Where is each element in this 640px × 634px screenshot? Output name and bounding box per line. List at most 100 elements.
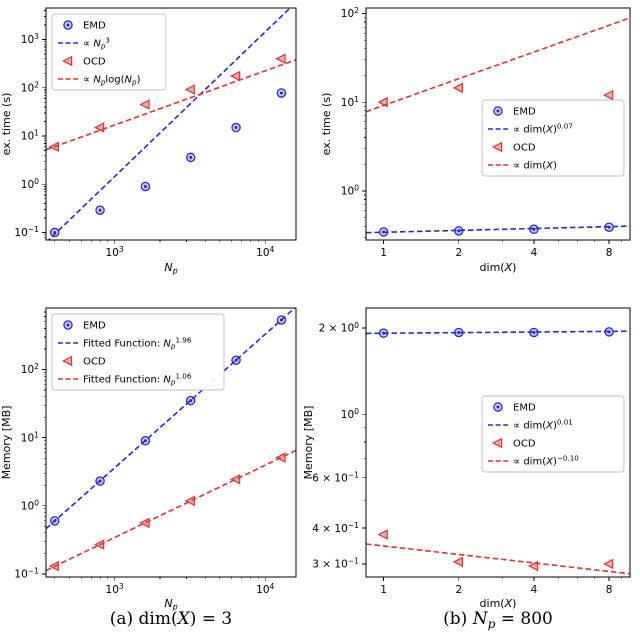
y-tick-label: 10−1	[14, 225, 39, 239]
ocd-marker	[229, 473, 241, 485]
legend-tri-left	[61, 355, 73, 367]
legend-tri-left	[61, 55, 73, 67]
line-fit-np196	[46, 308, 296, 530]
x-tick-label: 4	[531, 247, 538, 259]
x-tick-label: 1	[380, 584, 387, 596]
legend-label: EMD	[513, 402, 536, 413]
chart-memory-vs-np: 103 104 10−1 100 101 102 Np Memory [MB] EMD Fitte…	[0, 307, 297, 612]
legend-circle-dot	[63, 320, 73, 330]
y-tick-label: 100	[21, 498, 39, 512]
x-tick-label: 103	[106, 245, 124, 259]
legend-tri-left	[491, 437, 503, 449]
emd-marker	[231, 122, 241, 133]
y-tick-label: 103	[21, 32, 39, 46]
x-axis-label: Np	[164, 261, 177, 276]
ocd-marker	[93, 539, 105, 550]
line-prop-dim-neg010	[366, 543, 630, 575]
legend-label: ∝ dim(X)0.01	[513, 418, 573, 432]
legend-label: ∝ dim(X)	[513, 160, 557, 171]
line-prop-dim-001	[366, 330, 630, 335]
emd-marker	[95, 205, 105, 215]
chart-ex-time-vs-np: 103 104 10−1 100 101 102 103 Np ex. time (s) EMD ∝…	[0, 7, 297, 276]
ocd-marker	[184, 495, 195, 507]
y-axis-label: Memory [MB]	[302, 406, 315, 480]
y-tick-label: 2 × 100	[319, 321, 360, 335]
y-tick-label: 10−1	[14, 567, 39, 581]
y-tick-label: 101	[21, 129, 39, 143]
legend-label: Fitted Function: Np1.96	[83, 336, 192, 351]
legend-label: Fitted Function: Np1.06	[83, 372, 192, 387]
legend-circle-dot	[493, 402, 503, 412]
line-prop-nplognp	[46, 59, 296, 151]
legend: EMD ∝ dim(X)0.07 OCD ∝ dim(X)	[481, 99, 625, 177]
plot-frame	[45, 307, 297, 578]
legend-frame	[51, 13, 167, 91]
y-tick-label: 100	[341, 184, 359, 198]
legend-label: ∝ Np3	[83, 36, 110, 51]
legend-circle-dot	[63, 20, 73, 30]
y-tick-label: 101	[341, 95, 359, 109]
series-EMD	[49, 88, 287, 238]
y-tick-label: 102	[21, 80, 39, 94]
emd-marker	[140, 181, 151, 192]
y-tick-label: 100	[341, 407, 359, 421]
legend-frame	[481, 395, 625, 473]
ocd-marker	[377, 529, 388, 540]
y-axis-label: ex. time (s)	[0, 93, 13, 156]
legend-circle-dot	[493, 106, 503, 116]
emd-marker	[185, 152, 196, 163]
series-OCD	[377, 529, 614, 572]
line-prop-np3	[47, 8, 292, 240]
x-axis-label: Np	[164, 597, 177, 612]
legend-label: ∝ Nplog(Np)	[83, 74, 141, 86]
legend-frame	[51, 313, 225, 391]
legend: EMD ∝ dim(X)0.01 OCD ∝ dim(X)−0.10	[481, 395, 625, 473]
y-tick-label: 6 × 10−1	[312, 470, 359, 484]
legend-label: EMD	[513, 106, 536, 117]
x-tick-label: 8	[606, 247, 613, 259]
plot-frame	[365, 307, 631, 578]
x-tick-label: 104	[256, 582, 274, 596]
axes-ticks	[362, 327, 623, 581]
legend: EMD Fitted Function: Np1.96 OCD Fitted Func…	[51, 313, 225, 391]
y-axis-label: Memory [MB]	[0, 406, 13, 480]
y-tick-label: 4 × 10−1	[312, 521, 359, 535]
x-tick-label: 103	[106, 582, 124, 596]
y-tick-label: 100	[21, 177, 39, 191]
ocd-marker	[602, 558, 614, 570]
chart-memory-vs-dim: 1 2 4 8 2 × 100 100 6 × 10−1 4 × 10−1 3 × 10−1 di…	[302, 307, 631, 610]
x-tick-label: 4	[531, 584, 538, 596]
y-tick-label: 102	[21, 362, 39, 376]
legend-label: OCD	[513, 142, 536, 153]
line-prop-dim-007	[366, 225, 630, 234]
ocd-marker	[229, 70, 241, 82]
legend-label: EMD	[83, 320, 106, 331]
y-axis-label: ex. time (s)	[320, 93, 333, 156]
ocd-marker	[452, 82, 463, 94]
x-axis-label: dim(X)	[480, 261, 517, 274]
legend-tri-left	[491, 141, 503, 153]
y-tick-label: 102	[341, 6, 359, 20]
legend-label: EMD	[83, 20, 106, 31]
ocd-marker	[184, 84, 195, 95]
legend-frame	[481, 99, 625, 177]
y-tick-label: 3 × 10−1	[312, 557, 359, 571]
x-tick-label: 2	[455, 247, 462, 259]
ocd-marker	[452, 556, 463, 568]
ocd-marker	[275, 53, 286, 65]
line-prop-dim	[366, 17, 630, 113]
x-axis-label: dim(X)	[480, 597, 517, 610]
line-fit-np106	[46, 449, 296, 572]
plot-frame	[365, 7, 631, 241]
legend-label: ∝ dim(X)0.07	[513, 122, 573, 136]
x-tick-label: 2	[455, 584, 462, 596]
x-tick-label: 8	[606, 584, 613, 596]
legend-label: ∝ dim(X)−0.10	[513, 454, 579, 468]
caption-b: (b) Np = 800	[443, 609, 553, 631]
ocd-marker	[275, 452, 286, 463]
ocd-marker	[93, 122, 105, 133]
legend-label: OCD	[513, 438, 536, 449]
x-tick-label: 1	[380, 247, 387, 259]
legend-label: OCD	[83, 56, 106, 67]
